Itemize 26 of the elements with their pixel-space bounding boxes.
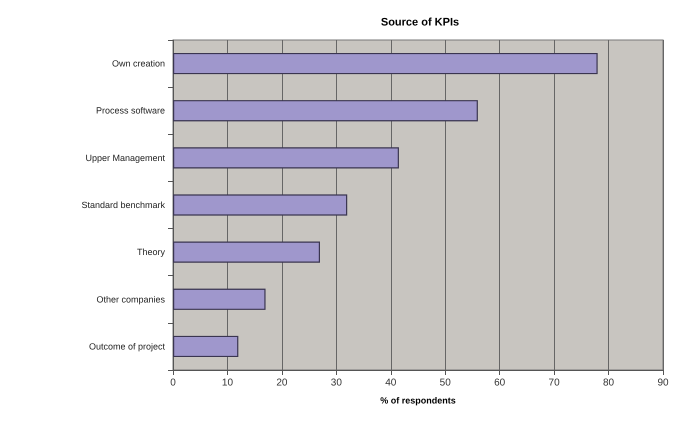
x-tick-label: 0 xyxy=(170,378,176,388)
y-tick-label: Own creation xyxy=(112,58,165,69)
x-tick-label: 80 xyxy=(602,378,615,388)
bar xyxy=(173,336,238,358)
chart-title: Source of KPIs xyxy=(380,16,460,28)
x-tick-label: 30 xyxy=(330,378,342,388)
x-tick-label: 40 xyxy=(385,378,397,388)
x-axis-title: % of respondents xyxy=(380,396,456,406)
bar xyxy=(173,194,348,216)
x-tick-label: 20 xyxy=(276,378,288,388)
bar xyxy=(173,147,399,168)
x-tick-label: 50 xyxy=(440,378,452,388)
y-tick-label: Outcome of project xyxy=(88,341,166,352)
bar xyxy=(173,52,598,74)
y-tick-label: Other companies xyxy=(96,294,166,304)
y-tick-label: Upper Management xyxy=(85,152,166,163)
bar xyxy=(173,242,320,263)
x-tick-label: 70 xyxy=(548,378,560,388)
bar xyxy=(173,100,478,122)
x-tick-label: 60 xyxy=(494,378,506,388)
y-tick-label: Process software xyxy=(96,106,165,116)
y-tick-label: Theory xyxy=(136,247,166,258)
x-tick-label: 10 xyxy=(222,378,234,388)
y-tick-label: Standard benchmark xyxy=(81,200,166,210)
x-tick-label: 90 xyxy=(657,378,669,388)
bar xyxy=(173,288,266,310)
